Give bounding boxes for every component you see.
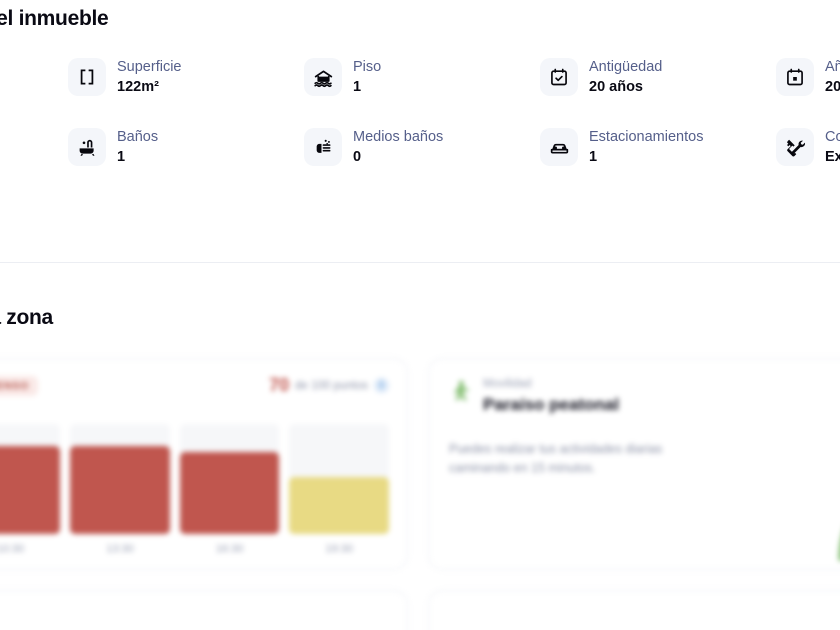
zone-cards-row-secondary xyxy=(0,590,840,630)
noise-card-header: Ruido en la zona INTENSO 70 de 100 punto… xyxy=(0,375,389,396)
bar-fill xyxy=(0,446,61,534)
features-section-title: Características del inmueble xyxy=(0,7,109,30)
x-tick-label: 13:30 xyxy=(106,543,134,555)
calendar-check-icon xyxy=(540,58,578,96)
section-divider xyxy=(0,262,840,263)
bar-fill xyxy=(289,476,389,534)
feature-value: 122m² xyxy=(117,78,159,95)
feature-value: 1 xyxy=(117,148,126,165)
feature-label: Conservación xyxy=(825,128,840,145)
feature-label: Antigüedad xyxy=(589,58,663,75)
walkability-card[interactable]: Movilidad Paraíso peatonal Puedes realiz… xyxy=(428,358,840,570)
bathtub-icon xyxy=(68,128,106,166)
feature-recamaras: Recámaras 3 xyxy=(0,116,68,178)
bar-fill xyxy=(70,446,170,534)
noise-card[interactable]: Ruido en la zona INTENSO 70 de 100 punto… xyxy=(0,358,408,570)
zone-cards-row: Ruido en la zona INTENSO 70 de 100 punto… xyxy=(0,358,840,570)
walkability-description: Puedes realizar tus actividades diarias … xyxy=(449,442,663,475)
walking-person-icon xyxy=(449,380,471,411)
feature-label: Estacionamientos xyxy=(589,128,704,145)
feature-label: Piso xyxy=(353,58,382,75)
walkability-gauge xyxy=(823,401,840,562)
house-waves-icon xyxy=(304,58,342,96)
bar-column xyxy=(70,424,170,534)
feature-value: 20 años xyxy=(589,78,643,95)
zone-section-title: Información de la zona xyxy=(0,306,53,329)
feature-value: 0 xyxy=(353,148,362,165)
calendar-icon xyxy=(776,58,814,96)
walkability-card-header: Movilidad Paraíso peatonal xyxy=(449,377,840,416)
walkability-kicker: Movilidad xyxy=(483,378,532,390)
walkability-title: Paraíso peatonal xyxy=(483,395,620,414)
x-tick-label: 16:30 xyxy=(215,543,244,555)
zone-info-section: Información de la zona Ruido en la zona … xyxy=(0,300,840,630)
handwash-icon xyxy=(304,128,342,166)
feature-tipo-de-inmueble: Tipo de inmueble Departamento xyxy=(0,46,68,108)
feature-superficie: Superficie 122m² xyxy=(68,46,304,108)
feature-conservacion: Conservación Excelente xyxy=(776,116,840,178)
feature-banos: Baños 1 xyxy=(68,116,304,178)
bar-fill xyxy=(179,451,280,534)
feature-label: Baños xyxy=(117,128,159,145)
zone-card-extra-right[interactable] xyxy=(428,590,840,630)
zone-card-extra-left[interactable] xyxy=(0,590,408,630)
feature-medios-banos: Medios baños 0 xyxy=(304,116,540,178)
feature-label: Año de construcción xyxy=(825,58,840,75)
feature-ano-de-construccion: Año de construcción 2004 xyxy=(776,46,840,108)
brackets-icon xyxy=(68,58,106,96)
noise-chart-x-labels: 07:30 10:30 13:30 16:30 19:30 xyxy=(0,543,389,555)
bar-column xyxy=(0,424,61,534)
extra-feature-note: Cuarto de servicio xyxy=(0,192,840,208)
feature-value: 1 xyxy=(589,148,598,165)
property-features-section: Características del inmueble Tipo de inm… xyxy=(0,0,840,208)
bar-column xyxy=(179,424,280,534)
feature-estacionamientos: Estacionamientos 1 xyxy=(540,116,776,178)
noise-level-badge: INTENSO xyxy=(0,375,38,396)
noise-score-suffix: de 100 puntos xyxy=(295,379,368,392)
bar-column xyxy=(289,424,389,534)
tools-icon xyxy=(776,128,814,166)
noise-score-value: 70 xyxy=(269,375,290,395)
car-icon xyxy=(540,128,578,166)
feature-value: 1 xyxy=(353,78,362,95)
x-tick-label: 19:30 xyxy=(325,543,353,555)
feature-label: Superficie xyxy=(117,58,182,75)
feature-antiguedad: Antigüedad 20 años xyxy=(540,46,776,108)
noise-bar-chart xyxy=(0,414,389,534)
feature-piso: Piso 1 xyxy=(304,46,540,108)
info-icon[interactable]: i xyxy=(374,378,389,393)
feature-label: Medios baños xyxy=(353,128,444,145)
feature-value: Excelente xyxy=(825,148,840,165)
x-tick-label: 10:30 xyxy=(0,543,25,555)
features-grid: Tipo de inmueble Departamento Superficie… xyxy=(0,46,840,178)
feature-value: 2004 xyxy=(825,78,840,95)
